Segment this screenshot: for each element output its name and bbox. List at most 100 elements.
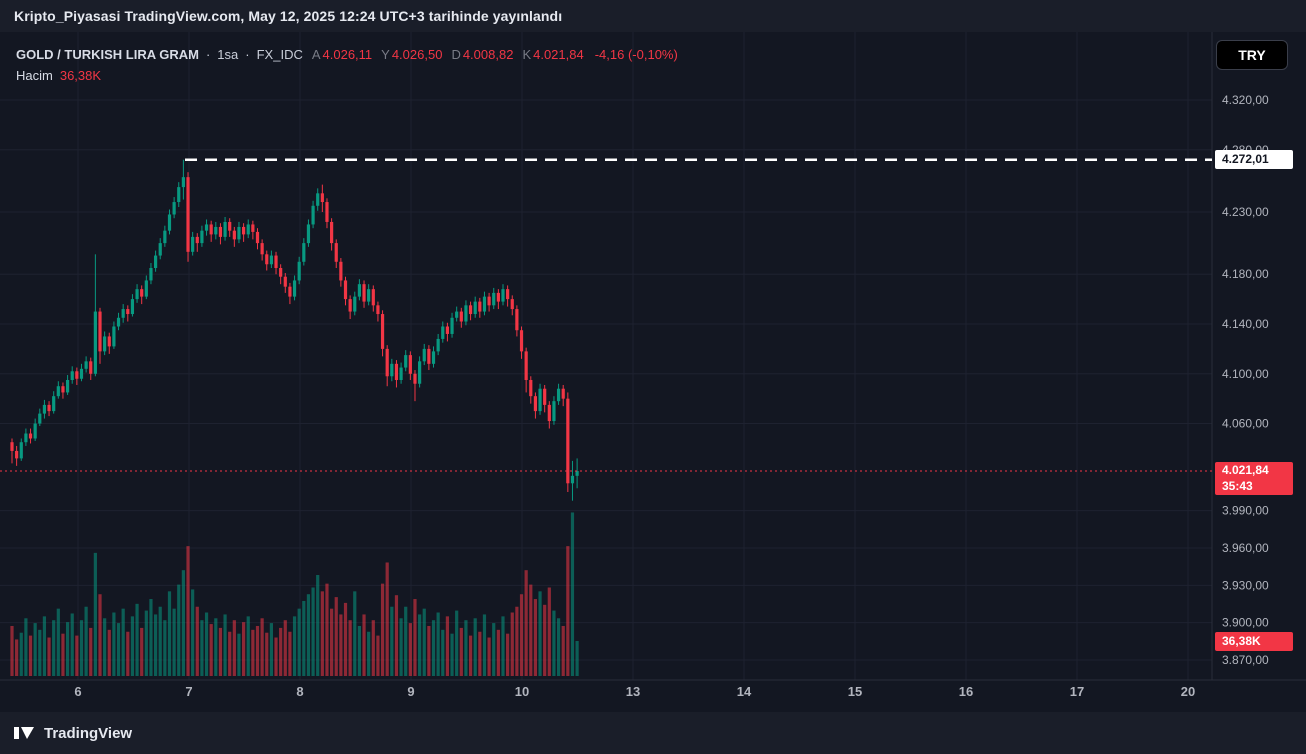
candle-body bbox=[181, 177, 185, 188]
volume-bar bbox=[292, 616, 297, 676]
x-axis-tick-label: 15 bbox=[848, 684, 862, 699]
volume-bar bbox=[380, 583, 385, 676]
candle-body bbox=[492, 292, 496, 306]
volume-bar bbox=[218, 627, 223, 676]
high-price-tag: 4.272,01 bbox=[1215, 150, 1293, 170]
candle-body bbox=[232, 230, 236, 240]
volume-bar bbox=[376, 635, 380, 676]
candle-body bbox=[418, 361, 422, 384]
volume-bar bbox=[441, 629, 445, 676]
candle-body bbox=[529, 380, 533, 397]
candle-body bbox=[552, 401, 556, 422]
footer-bar: TradingView bbox=[0, 712, 1306, 754]
candle-body bbox=[376, 305, 380, 315]
volume-bar bbox=[427, 625, 431, 676]
candle-body bbox=[450, 317, 454, 334]
volume-bar bbox=[47, 637, 51, 676]
candle-body bbox=[126, 309, 130, 315]
candle-body bbox=[441, 326, 445, 339]
candle-body bbox=[510, 299, 514, 310]
candle-body bbox=[163, 230, 167, 244]
volume-bar bbox=[223, 614, 227, 676]
published-info-bar: Kripto_Piyasasi TradingView.com, May 12,… bbox=[0, 0, 1306, 32]
candle-body bbox=[103, 336, 107, 352]
candle-body bbox=[302, 243, 306, 262]
volume-bar bbox=[436, 612, 440, 676]
ohlc-close: K 4.021,84 bbox=[522, 47, 584, 62]
volume-bar bbox=[501, 616, 505, 676]
candle-body bbox=[413, 373, 417, 384]
volume-bar bbox=[459, 627, 463, 676]
x-axis-tick-label: 10 bbox=[515, 684, 529, 699]
candle-body bbox=[177, 187, 181, 203]
candle-body bbox=[297, 261, 301, 281]
candle-body bbox=[316, 193, 320, 206]
candle-body bbox=[65, 380, 70, 393]
candle-body bbox=[274, 255, 278, 268]
candle-body bbox=[330, 221, 334, 244]
volume-bar bbox=[357, 625, 361, 676]
volume-bar bbox=[255, 625, 260, 676]
candle-body bbox=[445, 326, 450, 334]
volume-bar bbox=[570, 512, 575, 676]
x-axis-tick-label: 20 bbox=[1181, 684, 1195, 699]
interval-label[interactable]: 1sa bbox=[217, 47, 239, 62]
volume-bar bbox=[385, 562, 389, 676]
volume-bar bbox=[334, 597, 338, 676]
volume-label[interactable]: Hacim bbox=[16, 68, 53, 83]
volume-bar bbox=[566, 546, 570, 676]
candle-body bbox=[52, 396, 56, 412]
published-info-text[interactable]: Kripto_Piyasasi TradingView.com, May 12,… bbox=[14, 8, 563, 24]
candle-body bbox=[223, 221, 227, 237]
volume-bar bbox=[306, 594, 311, 676]
currency-toggle-button[interactable]: TRY bbox=[1216, 40, 1288, 70]
volume-bar bbox=[24, 618, 28, 676]
volume-bar bbox=[353, 591, 357, 676]
volume-bar bbox=[186, 546, 190, 676]
candle-body bbox=[561, 388, 565, 399]
volume-bar bbox=[422, 608, 426, 676]
volume-bar bbox=[204, 612, 209, 676]
volume-bar bbox=[510, 612, 514, 676]
candle-body bbox=[260, 243, 264, 255]
y-axis-tick-label: 3.930,00 bbox=[1222, 578, 1269, 592]
candle-body bbox=[394, 363, 399, 380]
volume-bar bbox=[413, 599, 417, 676]
volume-bar bbox=[478, 631, 482, 676]
candlestick-chart[interactable]: 4.320,004.280,004.230,004.180,004.140,00… bbox=[0, 32, 1306, 712]
volume-bar bbox=[455, 610, 459, 676]
chart-container[interactable]: 4.320,004.280,004.230,004.180,004.140,00… bbox=[0, 32, 1306, 712]
candle-body bbox=[399, 367, 403, 380]
volume-bar bbox=[561, 625, 565, 676]
tradingview-logo-icon[interactable] bbox=[14, 724, 36, 742]
volume-bar bbox=[140, 627, 144, 676]
volume-bar bbox=[279, 627, 283, 676]
candle-body bbox=[47, 404, 51, 412]
volume-bar bbox=[492, 623, 496, 676]
volume-bar bbox=[547, 587, 551, 676]
candle-body bbox=[367, 289, 371, 302]
candle-body bbox=[98, 311, 102, 352]
candle-body bbox=[116, 317, 121, 327]
footer-brand[interactable]: TradingView bbox=[44, 724, 133, 742]
ohlc-high: Y 4.026,50 bbox=[381, 47, 443, 62]
candle-body bbox=[209, 224, 213, 235]
volume-bar bbox=[390, 606, 394, 676]
exchange-label: FX_IDC bbox=[256, 47, 303, 62]
volume-bar bbox=[116, 623, 121, 676]
volume-bar bbox=[543, 604, 547, 676]
symbol-title[interactable]: GOLD / TURKISH LIRA GRAM bbox=[16, 47, 199, 62]
candle-body bbox=[459, 311, 463, 322]
y-axis-tick-label: 3.900,00 bbox=[1222, 616, 1269, 630]
candle-body bbox=[28, 433, 33, 439]
volume-bar bbox=[552, 610, 556, 676]
volume-bar bbox=[107, 629, 111, 676]
ohlc-low: D 4.008,82 bbox=[451, 47, 514, 62]
volume-bar bbox=[130, 616, 135, 676]
volume-bar bbox=[399, 618, 403, 676]
candle-body bbox=[334, 243, 338, 262]
candle-body bbox=[218, 226, 223, 237]
volume-bar bbox=[283, 620, 287, 676]
volume-bar bbox=[575, 641, 579, 676]
volume-bar bbox=[19, 632, 23, 676]
